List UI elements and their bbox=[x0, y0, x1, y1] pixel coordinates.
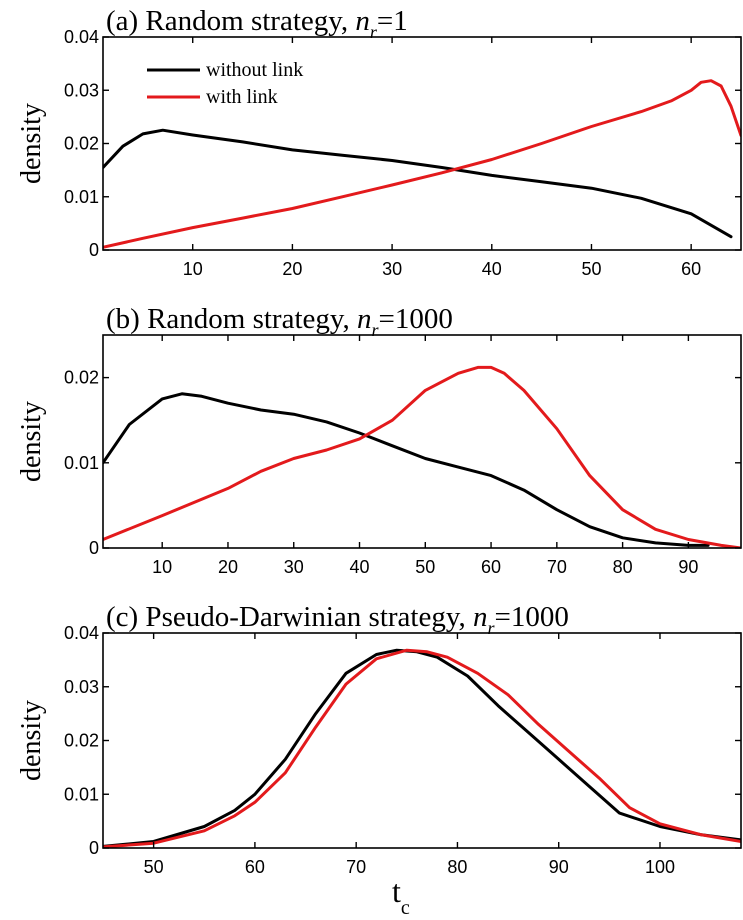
title-text: (b) Random strategy, bbox=[106, 303, 357, 335]
x-tick-label: 30 bbox=[284, 557, 304, 577]
y-tick-label: 0.04 bbox=[64, 27, 99, 47]
x-tick-label: 60 bbox=[481, 557, 501, 577]
panel-c: (c) Pseudo-Darwinian strategy, nr=1000 50… bbox=[16, 601, 742, 919]
x-tick-label: 10 bbox=[152, 557, 172, 577]
x-tick-label: 50 bbox=[581, 259, 601, 279]
series-line-without-link bbox=[103, 392, 710, 547]
title-variable: n bbox=[473, 601, 488, 633]
axes-frame bbox=[102, 334, 742, 549]
panel-title: (c) Pseudo-Darwinian strategy, nr=1000 bbox=[106, 601, 569, 638]
panel-a: (a) Random strategy, nr=1 10 20 30 40 50 60 0 0.… bbox=[16, 5, 742, 279]
title-subscript: r bbox=[487, 618, 495, 638]
series-line-with-link bbox=[103, 648, 741, 848]
y-tick-label: 0.02 bbox=[64, 134, 99, 154]
x-tick-label: 10 bbox=[183, 259, 203, 279]
y-tick-label: 0 bbox=[89, 838, 99, 858]
x-tick-label: 50 bbox=[144, 857, 164, 877]
title-subscript: r bbox=[372, 320, 380, 340]
y-tick-label: 0.04 bbox=[64, 623, 99, 643]
panel-title: (b) Random strategy, nr=1000 bbox=[106, 303, 453, 340]
y-tick-label: 0.02 bbox=[64, 368, 99, 388]
x-tick-label: 70 bbox=[346, 857, 366, 877]
x-axis-label: tc bbox=[392, 873, 410, 919]
x-tick-label: 20 bbox=[282, 259, 302, 279]
series-line-without-link bbox=[103, 128, 733, 239]
title-text: (c) Pseudo-Darwinian strategy, bbox=[106, 601, 473, 633]
x-tick-label: 70 bbox=[547, 557, 567, 577]
x-tick-label: 60 bbox=[245, 857, 265, 877]
x-tick-label: 80 bbox=[613, 557, 633, 577]
y-axis-label: density bbox=[16, 401, 47, 482]
title-text: (a) Random strategy, bbox=[106, 5, 355, 37]
x-tick-label: 40 bbox=[482, 259, 502, 279]
y-tick-label: 0.01 bbox=[64, 187, 99, 207]
x-tick-label: 100 bbox=[645, 857, 675, 877]
title-variable: n bbox=[355, 5, 370, 37]
x-tick-label: 40 bbox=[349, 557, 369, 577]
x-tick-label: 30 bbox=[382, 259, 402, 279]
x-tick-label: 20 bbox=[218, 557, 238, 577]
panel-b: (b) Random strategy, nr=1000 10 20 30 40 50 60… bbox=[16, 303, 742, 577]
x-tick-label: 90 bbox=[549, 857, 569, 877]
y-tick-label: 0 bbox=[89, 240, 99, 260]
series-line-with-link bbox=[103, 79, 741, 249]
y-tick-label: 0.01 bbox=[64, 784, 99, 804]
y-tick-label: 0.02 bbox=[64, 731, 99, 751]
y-tick-label: 0.03 bbox=[64, 80, 99, 100]
title-suffix: =1000 bbox=[379, 303, 453, 335]
y-tick-label: 0 bbox=[89, 538, 99, 558]
x-tick-label: 80 bbox=[447, 857, 467, 877]
y-axis-label: density bbox=[16, 700, 47, 781]
legend: without link with link bbox=[147, 59, 303, 108]
x-tick-label: 50 bbox=[415, 557, 435, 577]
legend-label-with-link: with link bbox=[206, 86, 278, 108]
y-axis-label: density bbox=[16, 103, 47, 184]
title-suffix: =1000 bbox=[494, 601, 568, 633]
title-suffix: =1 bbox=[377, 5, 408, 37]
panel-title: (a) Random strategy, nr=1 bbox=[106, 5, 408, 42]
legend-label-without-link: without link bbox=[206, 59, 303, 81]
x-tick-label: 60 bbox=[681, 259, 701, 279]
title-variable: n bbox=[357, 303, 372, 335]
y-tick-label: 0.01 bbox=[64, 453, 99, 473]
title-subscript: r bbox=[370, 22, 378, 42]
series-line-with-link bbox=[103, 365, 741, 548]
x-tick-label: 90 bbox=[678, 557, 698, 577]
y-tick-label: 0.03 bbox=[64, 677, 99, 697]
